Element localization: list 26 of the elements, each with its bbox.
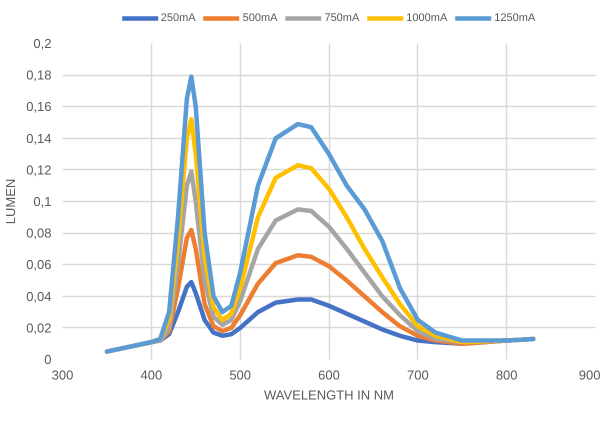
legend-label: 750mA — [324, 12, 360, 24]
y-tick-label: 0 — [44, 352, 52, 367]
y-tick-label: 0,14 — [26, 130, 52, 146]
legend-label: 1000mA — [406, 12, 448, 24]
x-tick-label: 800 — [496, 368, 518, 382]
x-tick-label: 600 — [318, 368, 340, 382]
legend-label: 250mA — [160, 12, 196, 24]
legend-label: 1250mA — [494, 12, 536, 24]
x-axis-title: WAVELENGTH IN NM — [264, 388, 394, 402]
line-series — [104, 74, 536, 354]
y-tick-label: 0,12 — [26, 162, 52, 178]
x-tick-label: 500 — [229, 368, 252, 382]
y-tick-label: 0,06 — [26, 257, 52, 272]
y-tick-label: 0,04 — [26, 288, 52, 304]
y-axis-title: LUMEN — [3, 178, 18, 224]
x-tick-label: 700 — [406, 368, 429, 382]
x-tick-label: 900 — [578, 368, 601, 382]
x-tick-label: 400 — [140, 368, 162, 382]
y-tick-label: 0,08 — [26, 226, 52, 241]
legend-label: 500mA — [242, 12, 278, 24]
x-tick-label: 300 — [52, 368, 74, 382]
y-tick-label: 0,2 — [33, 36, 52, 51]
y-tick-label: 0,16 — [26, 99, 52, 114]
y-tick-label: 0,02 — [26, 320, 52, 336]
y-tick-label: 0,18 — [26, 68, 52, 83]
y-tick-label: 0,1 — [33, 194, 52, 209]
